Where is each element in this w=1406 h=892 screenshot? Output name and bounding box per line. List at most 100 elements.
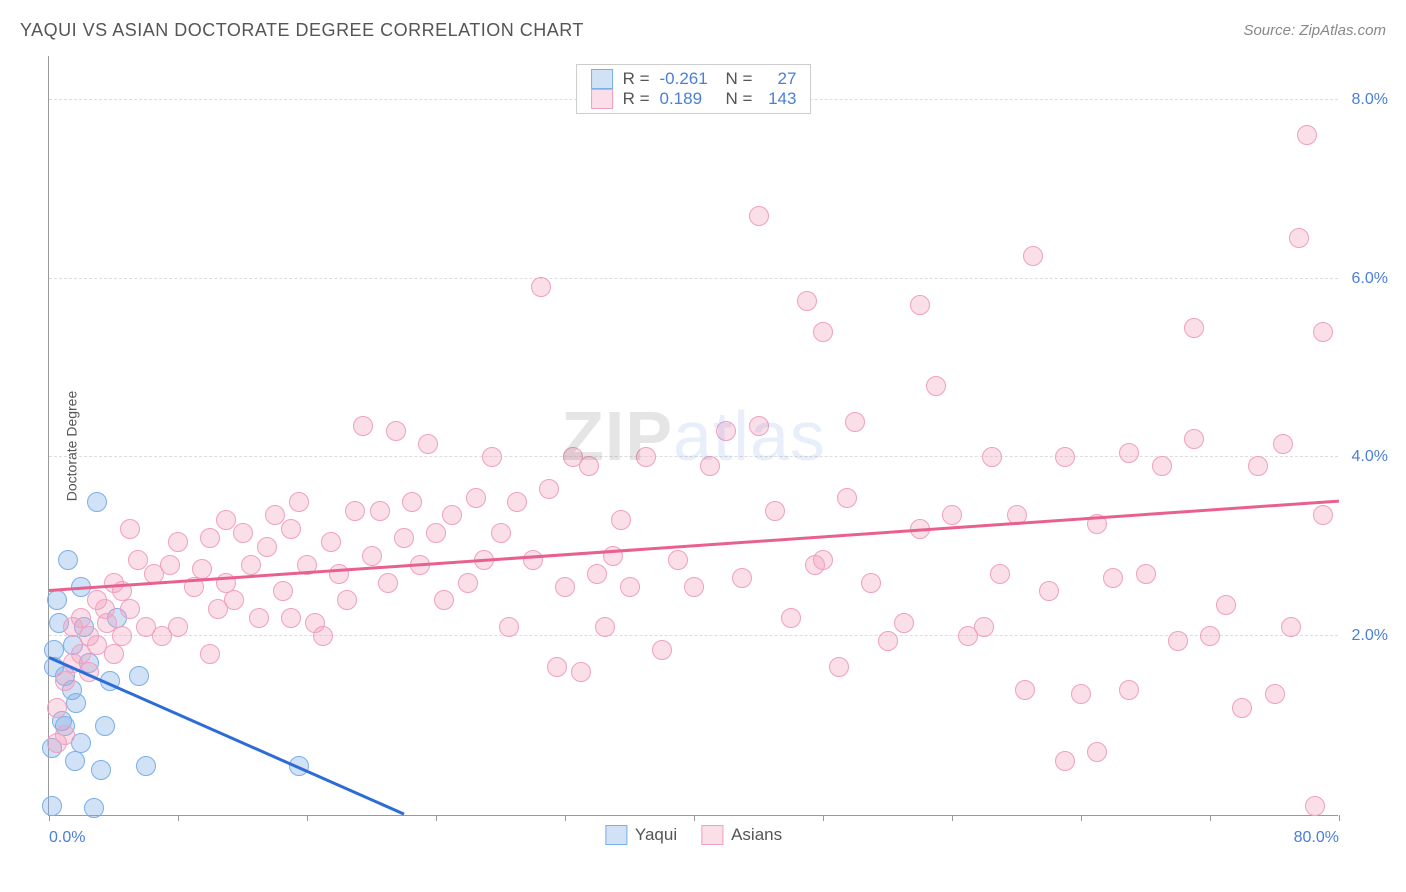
chart-header: YAQUI VS ASIAN DOCTORATE DEGREE CORRELAT… [20,20,1386,41]
series-name-asians: Asians [731,825,782,845]
scatter-point [1039,581,1059,601]
scatter-point [1103,568,1123,588]
n-value-asians: 143 [762,89,796,109]
scatter-point [990,564,1010,584]
scatter-point [539,479,559,499]
scatter-point [974,617,994,637]
scatter-point [129,666,149,686]
scatter-point [1248,456,1268,476]
scatter-point [845,412,865,432]
scatter-point [1265,684,1285,704]
scatter-point [281,608,301,628]
scatter-point [813,322,833,342]
scatter-point [1119,680,1139,700]
chart-plot-area: ZIPatlas R = -0.261 N = 27 R = 0.189 N =… [48,56,1338,816]
scatter-point [926,376,946,396]
scatter-point [233,523,253,543]
watermark: ZIPatlas [561,396,826,476]
scatter-point [120,519,140,539]
scatter-point [95,716,115,736]
x-tick [952,815,953,821]
scatter-point [684,577,704,597]
legend-correlation: R = -0.261 N = 27 R = 0.189 N = 143 [576,64,812,114]
scatter-point [91,760,111,780]
scatter-point [636,447,656,467]
scatter-point [1313,322,1333,342]
scatter-point [362,546,382,566]
n-label: N = [726,69,753,89]
scatter-point [1232,698,1252,718]
scatter-point [894,613,914,633]
scatter-point [765,501,785,521]
scatter-point [878,631,898,651]
x-tick-label: 0.0% [49,829,85,847]
scatter-point [1273,434,1293,454]
scatter-point [84,798,104,818]
scatter-point [345,501,365,521]
scatter-point [716,421,736,441]
gridline-h [49,278,1338,279]
scatter-point [1071,684,1091,704]
r-label: R = [623,69,650,89]
scatter-point [531,277,551,297]
scatter-point [749,416,769,436]
scatter-point [491,523,511,543]
scatter-point [466,488,486,508]
scatter-point [579,456,599,476]
scatter-point [1281,617,1301,637]
scatter-point [1216,595,1236,615]
scatter-point [1305,796,1325,816]
x-tick [694,815,695,821]
scatter-point [370,501,390,521]
scatter-point [200,528,220,548]
scatter-point [136,756,156,776]
scatter-point [1184,429,1204,449]
scatter-point [442,505,462,525]
r-label: R = [623,89,650,109]
legend-row-asians: R = 0.189 N = 143 [591,89,797,109]
scatter-point [289,492,309,512]
x-tick [1081,815,1082,821]
scatter-point [192,559,212,579]
scatter-point [1297,125,1317,145]
gridline-h [49,456,1338,457]
scatter-point [47,698,67,718]
scatter-point [829,657,849,677]
swatch-asians [591,89,613,109]
scatter-point [200,644,220,664]
scatter-point [1055,751,1075,771]
scatter-point [499,617,519,637]
scatter-point [749,206,769,226]
scatter-point [378,573,398,593]
scatter-point [652,640,672,660]
x-tick-label: 80.0% [1294,829,1339,847]
scatter-point [1184,318,1204,338]
scatter-point [329,564,349,584]
trend-line [48,656,404,815]
scatter-point [87,492,107,512]
scatter-point [168,617,188,637]
scatter-point [241,555,261,575]
scatter-point [434,590,454,610]
scatter-point [1152,456,1172,476]
scatter-point [611,510,631,530]
y-tick-label: 8.0% [1352,91,1388,109]
n-label: N = [726,89,753,109]
r-value-yaqui: -0.261 [660,69,716,89]
scatter-point [1087,742,1107,762]
scatter-point [1023,246,1043,266]
legend-item-yaqui: Yaqui [605,825,677,845]
scatter-point [1055,447,1075,467]
scatter-point [1136,564,1156,584]
legend-item-asians: Asians [701,825,782,845]
x-tick [1339,815,1340,821]
scatter-point [668,550,688,570]
scatter-point [55,671,75,691]
y-tick-label: 2.0% [1352,627,1388,645]
gridline-h [49,635,1338,636]
scatter-point [482,447,502,467]
scatter-point [523,550,543,570]
scatter-point [44,640,64,660]
scatter-point [418,434,438,454]
x-tick [565,815,566,821]
